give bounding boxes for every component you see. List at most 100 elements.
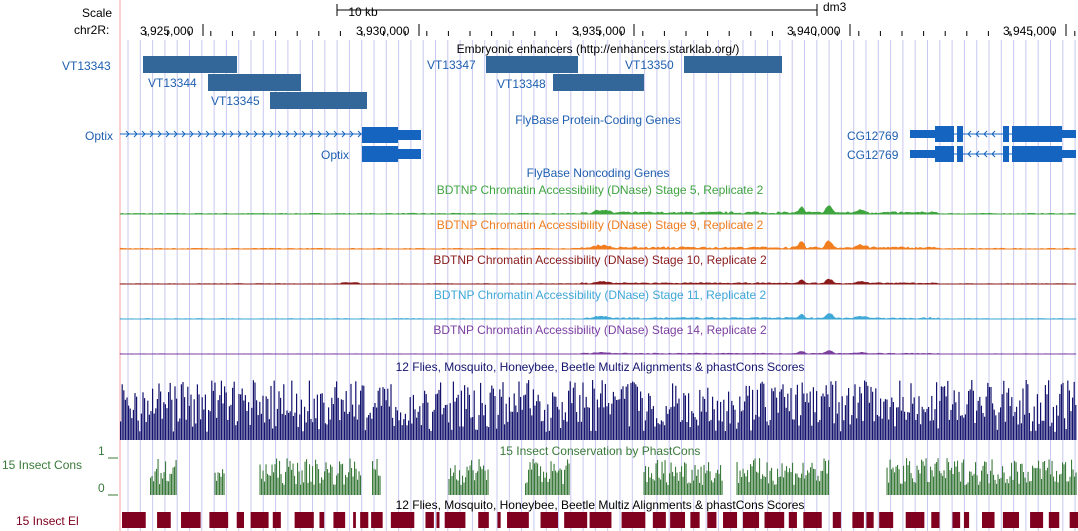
multiz-bar bbox=[686, 422, 688, 440]
ruler-tick-label: 3,935,000 bbox=[572, 24, 626, 38]
phastcons-bar bbox=[702, 484, 704, 495]
phastcons-bar bbox=[349, 458, 351, 495]
phastcons-bar bbox=[454, 465, 456, 495]
multiz-bar bbox=[566, 421, 568, 440]
multiz-bar bbox=[212, 390, 214, 440]
protein-genes-track-title[interactable]: FlyBase Protein-Coding Genes bbox=[515, 113, 681, 127]
multiz-bar bbox=[505, 403, 507, 440]
multiz-bar bbox=[590, 430, 592, 440]
phastcons-bar bbox=[448, 478, 450, 495]
multiz-bar bbox=[675, 385, 677, 440]
phastcons-bar bbox=[649, 477, 651, 495]
phastcons-bar bbox=[982, 465, 984, 495]
conserved-element bbox=[236, 512, 244, 528]
multiz-bar bbox=[401, 425, 403, 440]
multiz-bar bbox=[248, 402, 250, 440]
phastcons-bar bbox=[1068, 481, 1070, 495]
gene-utr bbox=[910, 150, 935, 158]
phastcons-bar bbox=[543, 471, 545, 495]
multiz-bar bbox=[763, 383, 765, 440]
strand-arrow bbox=[141, 130, 146, 138]
multiz-bar bbox=[649, 395, 651, 440]
phastcons-bar bbox=[159, 484, 161, 495]
gene-utr bbox=[910, 130, 935, 138]
enhancer-feature[interactable] bbox=[208, 74, 301, 91]
phastcons-bar bbox=[1030, 480, 1032, 495]
multiz-bar bbox=[788, 411, 790, 440]
dnase-stage11-title[interactable]: BDTNP Chromatin Accessibility (DNase) St… bbox=[433, 288, 767, 302]
multiz-bar bbox=[376, 407, 378, 440]
noncoding-track-title[interactable]: FlyBase Noncoding Genes bbox=[526, 166, 670, 180]
phastcons-bar bbox=[769, 470, 771, 495]
multiz-bar bbox=[419, 406, 421, 440]
enhancer-label[interactable]: VT13350 bbox=[625, 58, 674, 72]
phastcons-side-label[interactable]: 15 Insect Cons bbox=[2, 458, 83, 472]
enhancer-label[interactable]: VT13344 bbox=[148, 76, 197, 90]
enhancer-label[interactable]: VT13347 bbox=[427, 58, 476, 72]
enhancer-label[interactable]: VT13345 bbox=[211, 94, 260, 108]
elements-side-label[interactable]: 15 Insect El bbox=[16, 514, 79, 528]
phastcons-bar bbox=[549, 478, 551, 495]
phastcons-bar bbox=[469, 465, 471, 495]
dnase-stage5-title[interactable]: BDTNP Chromatin Accessibility (DNase) St… bbox=[436, 183, 764, 197]
gene-label-cg12769[interactable]: CG12769 bbox=[847, 129, 899, 143]
multiz-bar bbox=[432, 411, 434, 440]
enhancer-feature[interactable] bbox=[684, 56, 782, 73]
phastcons-bar bbox=[762, 474, 764, 495]
multiz-bar bbox=[251, 407, 253, 440]
gene-label-optix[interactable]: Optix bbox=[321, 148, 350, 162]
phastcons-bar bbox=[696, 475, 698, 495]
multiz-bar bbox=[1073, 381, 1075, 440]
multiz-bar bbox=[968, 390, 970, 440]
multiz-bar bbox=[435, 394, 437, 440]
multiz-bar bbox=[585, 396, 587, 440]
phastcons-bar bbox=[171, 473, 173, 495]
enhancer-label[interactable]: VT13348 bbox=[497, 77, 546, 91]
enhancer-label[interactable]: VT13343 bbox=[62, 59, 111, 73]
phastcons-bar bbox=[909, 461, 911, 495]
multiz-bar bbox=[227, 419, 229, 440]
multiz-bar bbox=[420, 425, 422, 440]
multiz-bar bbox=[1064, 418, 1066, 440]
multiz-bar bbox=[920, 424, 922, 440]
multiz-bar bbox=[284, 415, 286, 440]
enhancer-feature[interactable] bbox=[553, 74, 644, 91]
phastcons-bar bbox=[483, 465, 485, 495]
multiz-bar bbox=[547, 404, 549, 440]
multiz-bar bbox=[944, 386, 946, 440]
phastcons-bar bbox=[558, 470, 560, 495]
enhancer-track-title[interactable]: Embryonic enhancers (http://enhancers.st… bbox=[456, 42, 740, 56]
multiz-bar bbox=[1060, 384, 1062, 440]
multiz-bar bbox=[256, 400, 258, 440]
conserved-element bbox=[723, 512, 738, 528]
enhancer-feature[interactable] bbox=[143, 56, 237, 73]
multiz-track-title[interactable]: 12 Flies, Mosquito, Honeybee, Beetle Mul… bbox=[395, 360, 805, 374]
elements-track-title[interactable]: 12 Flies, Mosquito, Honeybee, Beetle Mul… bbox=[395, 498, 805, 512]
phastcons-bar bbox=[1002, 466, 1004, 495]
multiz-bar bbox=[1028, 413, 1030, 440]
multiz-bar bbox=[603, 407, 605, 440]
multiz-bar bbox=[974, 423, 976, 440]
phastcons-bar bbox=[718, 473, 720, 495]
phastcons-bar bbox=[288, 466, 290, 495]
multiz-bar bbox=[369, 412, 371, 440]
gene-label-optix[interactable]: Optix bbox=[85, 129, 114, 143]
enhancer-feature[interactable] bbox=[270, 92, 367, 109]
multiz-bar bbox=[971, 380, 973, 440]
conserved-element bbox=[360, 512, 369, 528]
phastcons-bar bbox=[531, 469, 533, 495]
multiz-bar bbox=[532, 389, 534, 440]
phastcons-bar bbox=[736, 462, 738, 495]
dnase-stage9-title[interactable]: BDTNP Chromatin Accessibility (DNase) St… bbox=[436, 218, 764, 232]
multiz-bar bbox=[768, 425, 770, 440]
multiz-bar bbox=[340, 399, 342, 440]
phastcons-track-title[interactable]: 15 Insect Conservation by PhastCons bbox=[499, 444, 701, 458]
dnase-stage10-title[interactable]: BDTNP Chromatin Accessibility (DNase) St… bbox=[433, 253, 767, 267]
conserved-element bbox=[690, 512, 700, 528]
gene-label-cg12769[interactable]: CG12769 bbox=[847, 148, 899, 162]
dnase-stage14-title[interactable]: BDTNP Chromatin Accessibility (DNase) St… bbox=[433, 323, 767, 337]
multiz-bar bbox=[608, 403, 610, 440]
phastcons-bar bbox=[666, 482, 668, 495]
enhancer-feature[interactable] bbox=[486, 56, 578, 73]
